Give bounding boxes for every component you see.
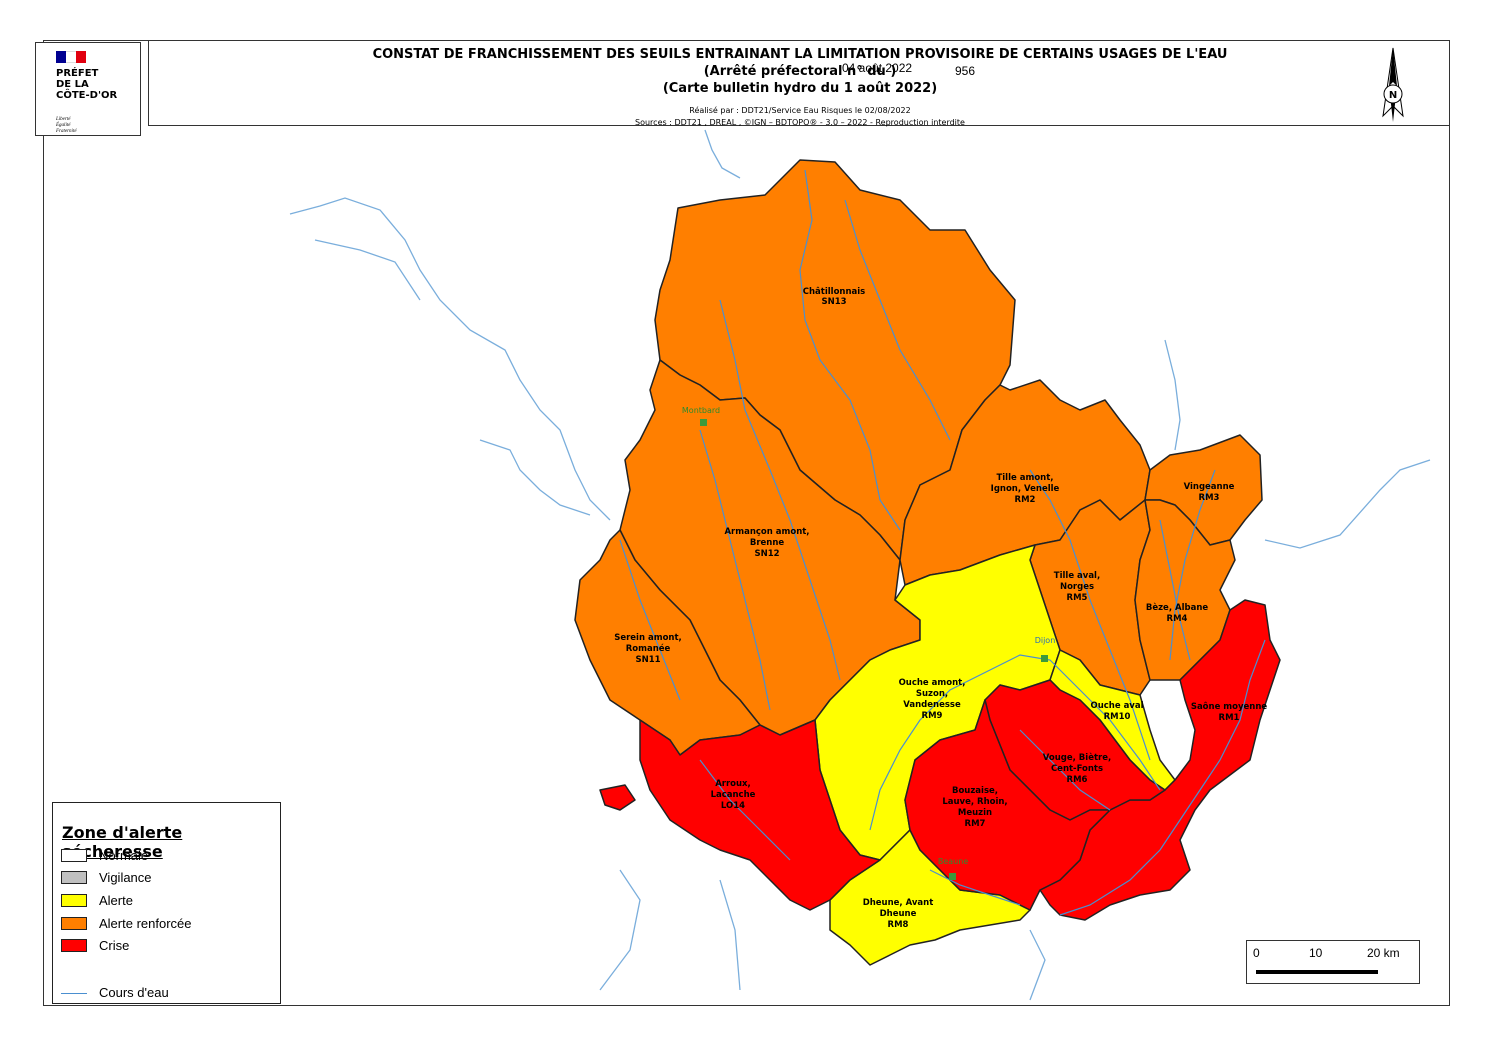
river-arroux <box>699 759 791 861</box>
north-arrow-icon: N <box>1382 47 1404 122</box>
zone-bouzaise <box>904 699 1111 911</box>
river-tille <box>1029 469 1151 761</box>
city-label-beaune: Beaune <box>938 857 968 866</box>
zone-label: Ouche aval <box>1090 701 1143 711</box>
river-beze <box>1159 519 1191 661</box>
city-label-montbard: Montbard <box>682 406 720 415</box>
zone-label: Bouzaise, <box>952 786 998 796</box>
prefecture-logo: PRÉFET DE LA CÔTE-D'OR Liberté Égalité F… <box>35 42 141 136</box>
zone-label: Meuzin <box>958 808 992 818</box>
zone-label: SN12 <box>754 549 779 559</box>
zone-arroux <box>639 719 881 911</box>
zone-label: Cent-Fonts <box>1051 764 1103 774</box>
zone-label: RM10 <box>1104 712 1131 722</box>
zone-label: RM2 <box>1015 495 1036 505</box>
river-outer-s <box>1029 929 1046 1001</box>
map-title: CONSTAT DE FRANCHISSEMENT DES SEUILS ENT… <box>372 47 1228 62</box>
zone-label: Ouche amont, <box>899 678 966 688</box>
river-vouge <box>1019 729 1111 811</box>
river-dheune <box>929 869 1021 906</box>
river-outer-east <box>1264 459 1431 549</box>
river-outer-north <box>289 197 611 521</box>
zone-label: Lacanche <box>711 790 756 800</box>
zone-label: RM8 <box>888 920 909 930</box>
zone-label: Norges <box>1060 582 1094 592</box>
river-ource <box>844 199 951 441</box>
legend-swatch <box>61 917 87 930</box>
river-line-icon <box>61 993 87 994</box>
zone-label: RM5 <box>1067 593 1088 603</box>
svg-text:N: N <box>1389 90 1397 101</box>
river-brenne <box>719 299 841 681</box>
map-frame <box>43 40 1450 1006</box>
river-seine <box>799 169 901 531</box>
bulletin-line: (Carte bulletin hydro du 1 août 2022) <box>662 81 938 96</box>
zone-label: Tille aval, <box>1054 571 1100 581</box>
sources-line: Sources : DDT21 , DREAL , ©IGN – BDTOPO®… <box>635 118 965 127</box>
zone-label: Dheune <box>880 909 917 919</box>
arrete-date: 04 août 2022 <box>842 61 913 75</box>
zone-label: SN13 <box>821 297 846 307</box>
french-flag-icon <box>56 51 86 63</box>
logo-text: PRÉFET DE LA CÔTE-D'OR <box>56 68 118 101</box>
zone-label: Romanée <box>626 643 671 654</box>
arrete-number: 956 <box>955 64 976 78</box>
city-label-dijon: Dijon <box>1035 636 1056 645</box>
beaune-marker <box>949 873 956 880</box>
legend-title: Zone d'alerte sécheresse <box>62 823 183 861</box>
legend-swatch <box>61 939 87 952</box>
zone-arroux-islet <box>599 784 636 811</box>
river-vingeanne <box>1169 469 1216 661</box>
city-markers <box>700 419 1048 880</box>
zone-label: RM3 <box>1199 493 1220 503</box>
inner-rivers <box>619 169 1266 916</box>
river-armancon <box>699 429 771 711</box>
zone-label: RM1 <box>1219 713 1240 723</box>
zone-label: Brenne <box>750 538 785 548</box>
zone-label: RM4 <box>1167 614 1188 624</box>
zone-label: RM9 <box>922 711 943 721</box>
scale-bar-line <box>1256 970 1378 974</box>
zone-label: Tille amont, <box>996 473 1053 483</box>
zone-label: Lauve, Rhoin, <box>942 797 1007 807</box>
map-header: CONSTAT DE FRANCHISSEMENT DES SEUILS ENT… <box>148 40 1450 127</box>
zone-label: Saône moyenne <box>1191 701 1268 712</box>
legend-swatch <box>61 894 87 907</box>
zone-label: Vouge, Biètre, <box>1043 752 1111 763</box>
arrete-line: (Arrêté préfectoral n° du ) <box>703 64 897 79</box>
river-outer-sw2 <box>719 879 741 991</box>
legend-swatch <box>61 849 87 862</box>
river-saone <box>1059 639 1266 916</box>
zone-label: Vandenesse <box>903 700 961 710</box>
river-ouche <box>869 654 1161 831</box>
river-outer-sw <box>599 869 641 991</box>
river-outer-east2 <box>1164 339 1181 451</box>
drought-zone-map: Montbard Dijon Beaune Châtillonnais SN13… <box>289 129 1431 1001</box>
zone-label: Bèze, Albane <box>1146 602 1209 613</box>
river-serein <box>619 539 681 701</box>
zone-label: SN11 <box>635 655 660 665</box>
map-legend: Zone d'alerte sécheresse Normale Vigilan… <box>52 802 281 1004</box>
zone-label: Serein amont, <box>614 633 682 643</box>
made-by-line: Réalisé par : DDT21/Service Eau Risques … <box>689 106 911 115</box>
logo-motto: Liberté Égalité Fraternité <box>56 117 77 134</box>
river-outer-topnorth <box>704 129 741 179</box>
river-outer-west <box>479 439 591 516</box>
zone-label: Arroux, <box>715 779 751 789</box>
scale-bar: 0 10 20 km <box>1246 940 1420 984</box>
zone-label: Châtillonnais <box>803 287 865 297</box>
zone-label: RM6 <box>1067 775 1088 785</box>
montbard-marker <box>700 419 707 426</box>
river-outer-north2 <box>314 239 421 301</box>
outer-rivers <box>289 129 1431 1001</box>
zone-label: LO14 <box>721 801 745 811</box>
zone-label: Vingeanne <box>1184 482 1235 492</box>
legend-swatch <box>61 871 87 884</box>
zone-label: Dheune, Avant <box>863 898 934 908</box>
zone-label: Armançon amont, <box>724 527 809 537</box>
zone-label: Suzon, <box>916 689 948 699</box>
zone-label: Ignon, Venelle <box>991 484 1060 494</box>
zone-label: RM7 <box>965 819 986 829</box>
dijon-marker <box>1041 655 1048 662</box>
